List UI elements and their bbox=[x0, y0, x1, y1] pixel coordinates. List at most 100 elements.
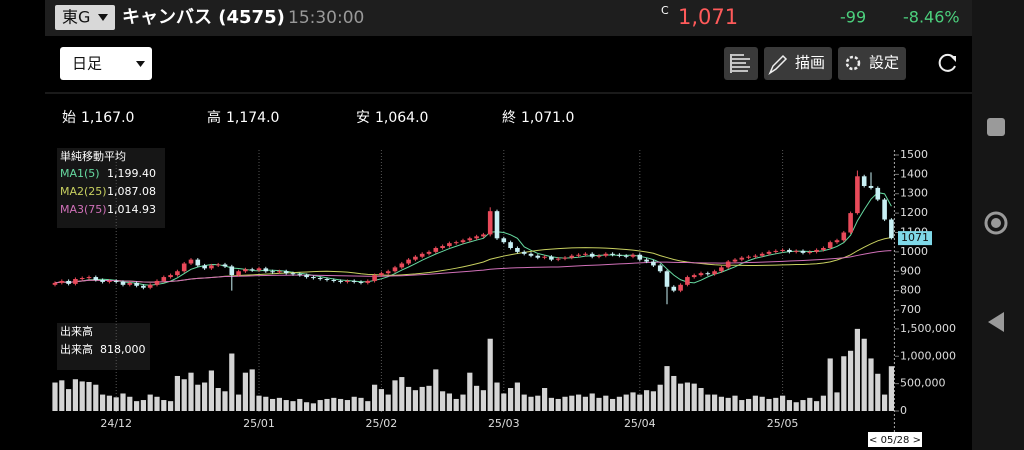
volume-bar bbox=[229, 353, 235, 411]
volume-bar bbox=[79, 381, 85, 411]
candle-body bbox=[93, 277, 99, 280]
candle-body bbox=[168, 275, 173, 278]
candle-body bbox=[712, 271, 717, 275]
candle-body bbox=[107, 280, 112, 282]
volume-bar bbox=[134, 401, 140, 411]
volume-bar bbox=[868, 358, 874, 411]
candle-body bbox=[725, 261, 731, 268]
volume-bar bbox=[195, 384, 201, 411]
y-tick-label: 1400 bbox=[900, 167, 928, 180]
candle-body bbox=[589, 253, 595, 257]
cursor-tag bbox=[868, 432, 922, 447]
change-pct: -8.46% bbox=[903, 8, 960, 27]
candle-body bbox=[447, 243, 452, 247]
candle-body bbox=[766, 251, 772, 254]
candle-body bbox=[793, 250, 799, 252]
candle-body bbox=[263, 268, 269, 272]
volume-bar bbox=[487, 338, 493, 411]
market-selector[interactable] bbox=[55, 5, 115, 30]
candle-body bbox=[474, 236, 479, 239]
candle-body bbox=[508, 242, 513, 248]
recents-button[interactable] bbox=[987, 118, 1005, 136]
market: 東G bbox=[62, 8, 90, 27]
candle-body bbox=[372, 275, 377, 281]
volume-bar bbox=[759, 396, 765, 411]
volume-legend-value: 818,000 bbox=[100, 343, 146, 356]
volume-bar bbox=[650, 391, 656, 411]
candle-body bbox=[66, 280, 71, 284]
volume-bar bbox=[589, 393, 595, 411]
candle-body bbox=[52, 282, 58, 285]
candle-body bbox=[528, 253, 534, 256]
candle-body bbox=[746, 256, 751, 258]
draw-button[interactable] bbox=[764, 47, 832, 80]
ma-name: MA1(5) bbox=[60, 167, 100, 180]
price-prefix: C bbox=[661, 4, 669, 17]
home-button[interactable] bbox=[984, 211, 1008, 235]
candle-body bbox=[868, 185, 874, 188]
volume-bar bbox=[460, 394, 466, 411]
volume-bar bbox=[698, 388, 704, 411]
volume-bar bbox=[535, 395, 541, 411]
volume-legend-label: 出来高 bbox=[60, 342, 93, 356]
volume-bar bbox=[215, 388, 221, 411]
price: 1,071 bbox=[678, 5, 738, 29]
ma-legend-box bbox=[57, 148, 165, 228]
refresh-icon[interactable] bbox=[938, 53, 956, 72]
volume-bar bbox=[276, 397, 282, 411]
volume-bar bbox=[752, 395, 758, 411]
volume-bar bbox=[861, 338, 867, 411]
candle-body bbox=[73, 279, 78, 284]
volume-bar bbox=[746, 398, 752, 411]
period: 日足 bbox=[72, 55, 102, 73]
volume-bar bbox=[174, 375, 180, 411]
volume-bar bbox=[528, 396, 534, 411]
candle-body bbox=[542, 256, 547, 258]
candle-body bbox=[338, 280, 343, 282]
volume-bar bbox=[392, 380, 398, 411]
candle-body bbox=[515, 247, 520, 252]
dropdown-arrow bbox=[136, 61, 145, 67]
y-tick-label: 900 bbox=[900, 264, 921, 277]
volume-bar bbox=[718, 396, 724, 411]
period-selector[interactable] bbox=[60, 47, 152, 80]
gear-icon bbox=[845, 55, 861, 71]
volume-bar bbox=[875, 373, 881, 411]
volume-bar bbox=[691, 383, 697, 411]
change: -99 bbox=[840, 8, 866, 27]
candle-body bbox=[365, 280, 371, 283]
volume-bar bbox=[113, 397, 119, 411]
candle-body bbox=[623, 255, 629, 257]
x-tick-label: 25/03 bbox=[488, 417, 520, 430]
candle-body bbox=[175, 271, 180, 276]
candle-body bbox=[487, 211, 493, 235]
candle-body bbox=[807, 251, 813, 253]
volume-bar bbox=[263, 396, 269, 411]
header-bar bbox=[45, 0, 972, 36]
volume-bar bbox=[66, 389, 72, 411]
volume-bar bbox=[678, 383, 684, 411]
volume-bar bbox=[358, 397, 364, 411]
volume-bar bbox=[474, 385, 480, 411]
y-tick-label: 1200 bbox=[900, 206, 928, 219]
candle-body bbox=[610, 253, 615, 255]
candle-body bbox=[562, 257, 568, 259]
candle-body bbox=[331, 279, 337, 281]
back-button[interactable] bbox=[988, 312, 1004, 332]
volume-bar bbox=[304, 402, 310, 411]
candle-body bbox=[256, 268, 262, 271]
ma-line bbox=[54, 250, 892, 284]
volume-bar bbox=[555, 398, 561, 411]
settings-button[interactable] bbox=[838, 47, 906, 80]
volume-bar bbox=[705, 394, 711, 411]
candle-body bbox=[209, 265, 214, 269]
candle-body bbox=[644, 259, 649, 262]
volume-bar bbox=[725, 397, 731, 411]
ma-name: MA2(25) bbox=[60, 185, 107, 198]
volume-bar bbox=[426, 385, 432, 411]
candle-body bbox=[882, 199, 887, 220]
candle-body bbox=[596, 255, 602, 257]
candle-body bbox=[535, 255, 541, 258]
candle-body bbox=[787, 249, 792, 252]
